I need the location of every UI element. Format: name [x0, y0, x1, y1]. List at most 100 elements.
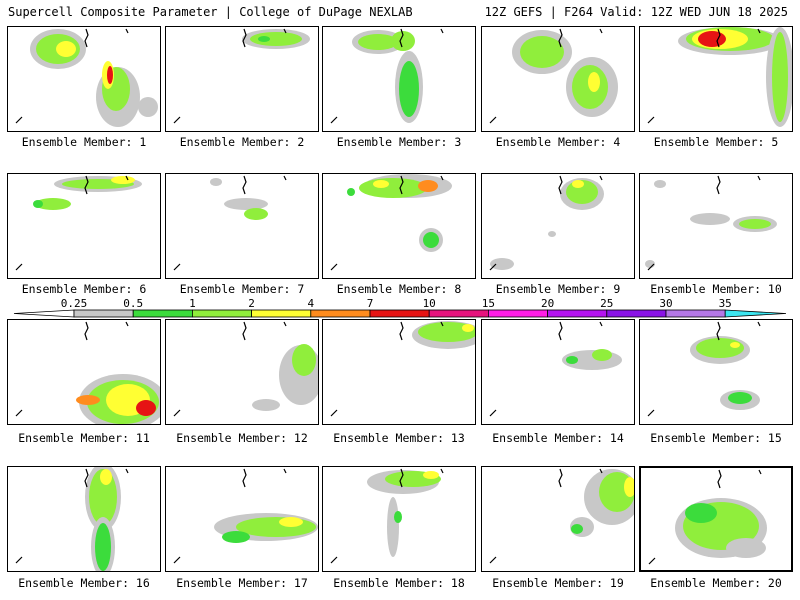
coastline-line	[599, 175, 603, 181]
ensemble-member-panel[interactable]	[165, 466, 319, 572]
coastline-line	[330, 263, 338, 271]
scp-field-map	[489, 28, 618, 124]
coastline-line	[599, 321, 603, 327]
colorbar-swatch	[369, 309, 430, 318]
colorbar-tick-label: 4	[307, 297, 314, 310]
scp-field-map	[330, 468, 444, 564]
coastline-line	[283, 468, 287, 474]
colorbar-swatch	[665, 309, 726, 318]
colorbar-tick-label: 1	[189, 297, 196, 310]
coastline-line	[489, 116, 497, 124]
colorbar-tick-label: 0.25	[61, 297, 88, 310]
ensemble-member-panel[interactable]	[481, 319, 635, 425]
ensemble-member-label: Ensemble Member: 13	[333, 431, 465, 445]
scp-contour-blob	[95, 523, 111, 571]
scp-contour-blob	[35, 198, 71, 210]
coastline-line	[440, 321, 444, 327]
coastline-line	[716, 175, 721, 195]
ensemble-member-panel[interactable]	[165, 173, 319, 279]
coastline-line	[440, 28, 444, 34]
scp-contour-blob	[358, 34, 398, 50]
ensemble-member-label: Ensemble Member: 5	[653, 135, 779, 149]
scp-contour-blob	[359, 178, 427, 198]
colorbar-swatch	[251, 309, 312, 318]
colorbar-swatch	[310, 309, 371, 318]
coastline-line	[558, 468, 563, 488]
coastline-line	[558, 175, 563, 195]
colorbar-swatch	[428, 309, 489, 318]
coastline-line	[84, 468, 89, 488]
scp-field-map	[173, 28, 310, 124]
ensemble-member-panel[interactable]	[639, 173, 793, 279]
scp-contour-blob	[592, 349, 612, 361]
ensemble-member-panel[interactable]	[7, 26, 161, 132]
ensemble-member-panel[interactable]	[322, 319, 476, 425]
colorbar-tick-label: 20	[541, 297, 554, 310]
scp-contour-blob	[391, 31, 415, 51]
scp-field-map	[647, 27, 792, 127]
ensemble-member-panel[interactable]	[639, 26, 793, 132]
scp-field-map	[173, 321, 318, 417]
scp-colorbar: 0.25 0.5 1 2 4 7 10 15 20 25 30 35	[13, 297, 787, 318]
ensemble-member-label: Ensemble Member: 7	[179, 282, 305, 296]
coastline-line	[15, 409, 23, 417]
scp-contour-blob	[250, 32, 302, 46]
scp-contour-blob	[696, 338, 744, 358]
coastline-line	[647, 263, 655, 271]
scp-contour-blob	[418, 180, 438, 192]
ensemble-member-label: Ensemble Member: 17	[176, 576, 308, 590]
colorbar-swatch	[132, 309, 193, 318]
scp-contour-blob	[739, 219, 771, 229]
coastline-line	[15, 116, 23, 124]
ensemble-member-panel[interactable]	[322, 26, 476, 132]
colorbar-tick-label: 2	[248, 297, 255, 310]
ensemble-member-panel[interactable]	[639, 466, 793, 572]
ensemble-member-panel[interactable]	[481, 173, 635, 279]
scp-contour-blob	[279, 517, 303, 527]
colorbar-tick-label: 0.5	[123, 297, 143, 310]
ensemble-member-label: Ensemble Member: 10	[650, 282, 782, 296]
scp-contour-blob	[690, 213, 730, 225]
coastline-line	[125, 468, 129, 474]
scp-contour-blob	[572, 180, 584, 188]
coastline-line	[647, 409, 655, 417]
scp-contour-blob	[224, 198, 268, 210]
scp-contour-blob	[548, 231, 556, 237]
scp-contour-blob	[292, 344, 316, 376]
ensemble-member-panel[interactable]	[481, 26, 635, 132]
scp-contour-blob	[394, 511, 402, 523]
coastline-line	[647, 116, 655, 124]
coastline-line	[489, 263, 497, 271]
ensemble-member-label: Ensemble Member: 2	[179, 135, 305, 149]
ensemble-member-label: Ensemble Member: 14	[492, 431, 624, 445]
coastline-line	[758, 469, 762, 475]
scp-contour-blob	[624, 477, 634, 497]
scp-contour-blob	[136, 400, 156, 416]
coastline-line	[716, 321, 721, 341]
scp-contour-blob	[730, 342, 740, 348]
scp-contour-blob	[566, 356, 578, 364]
coastline-line	[84, 28, 89, 48]
scp-contour-blob	[588, 72, 600, 92]
ensemble-member-panel[interactable]	[322, 466, 476, 572]
scp-field-map	[330, 321, 475, 417]
ensemble-member-panel[interactable]	[322, 173, 476, 279]
ensemble-member-panel[interactable]	[639, 319, 793, 425]
scp-contour-blob	[462, 324, 474, 332]
ensemble-member-panel[interactable]	[165, 26, 319, 132]
coastline-line	[242, 321, 247, 341]
ensemble-member-panel[interactable]	[7, 466, 161, 572]
ensemble-member-label: Ensemble Member: 12	[176, 431, 308, 445]
coastline-line	[599, 468, 603, 474]
coastline-line	[716, 28, 721, 48]
ensemble-member-panel[interactable]	[165, 319, 319, 425]
scp-contour-blob	[423, 471, 439, 479]
coastline-line	[15, 263, 23, 271]
scp-contour-blob	[258, 36, 270, 42]
coastline-line	[283, 28, 287, 34]
ensemble-member-panel[interactable]	[7, 173, 161, 279]
ensemble-member-panel[interactable]	[7, 319, 161, 425]
scp-contour-blob	[685, 503, 717, 523]
coastline-line	[330, 409, 338, 417]
ensemble-member-panel[interactable]	[481, 466, 635, 572]
